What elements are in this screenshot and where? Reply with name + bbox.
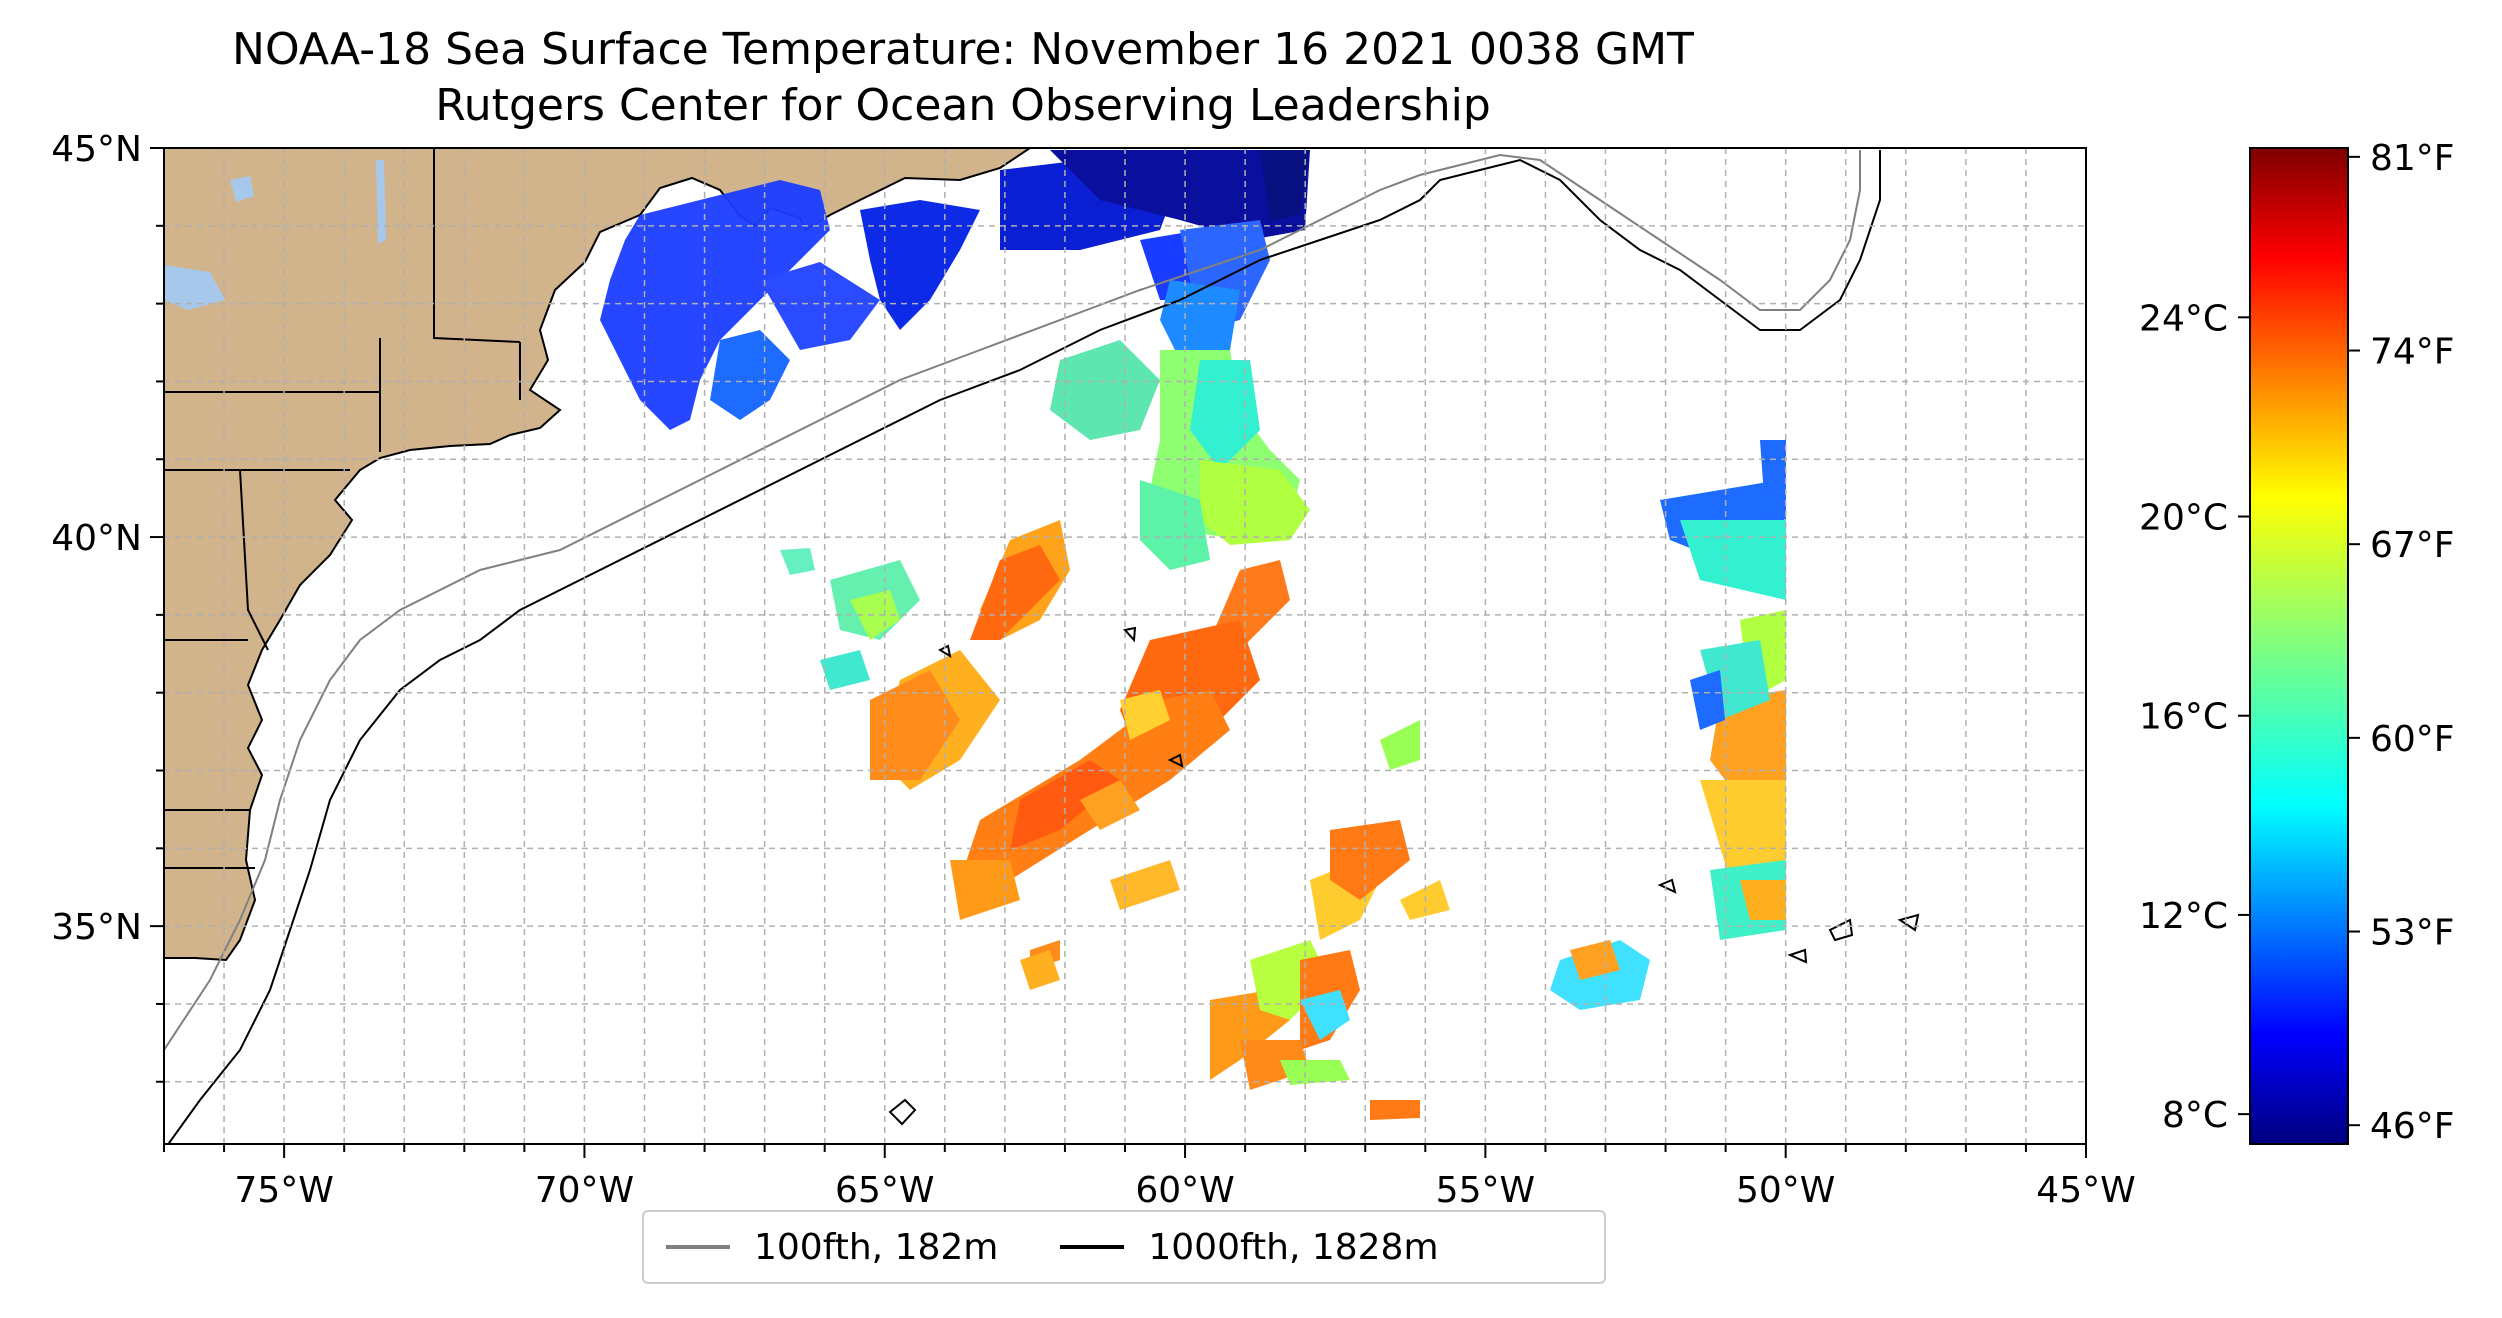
lat-tick-label: 45°N: [51, 129, 142, 170]
colorbar: [2249, 147, 2349, 1145]
fahrenheit-tick-label: 67°F: [2370, 525, 2455, 566]
lon-tick-label: 55°W: [1436, 1170, 1535, 1211]
lake-north: [164, 265, 225, 310]
legend-swatch-1000fth: [1060, 1245, 1125, 1249]
isobath-100fth: [164, 150, 1861, 1051]
lake-moosehead: [230, 176, 254, 202]
map-subtitle: Rutgers Center for Ocean Observing Leade…: [435, 80, 1491, 131]
celsius-tick-label: 12°C: [2139, 896, 2228, 937]
celsius-tick-label: 20°C: [2139, 498, 2228, 539]
lon-tick-label: 65°W: [835, 1170, 934, 1211]
lat-tick-label: 40°N: [51, 518, 142, 559]
legend-label-1000fth: 1000fth, 1828m: [1148, 1226, 1439, 1268]
fahrenheit-tick-label: 46°F: [2370, 1106, 2455, 1147]
lon-tick-label: 50°W: [1736, 1170, 1835, 1211]
map-title: NOAA-18 Sea Surface Temperature: Novembe…: [232, 24, 1694, 75]
lon-tick-label: 60°W: [1135, 1170, 1234, 1211]
fahrenheit-tick-label: 81°F: [2370, 138, 2455, 179]
legend-item-1000fth: 1000fth, 1828m: [1060, 1226, 1439, 1268]
fahrenheit-tick-label: 60°F: [2370, 719, 2455, 760]
gridlines: [164, 148, 2086, 1144]
legend-item-100fth: 100fth, 182m: [666, 1227, 998, 1268]
lon-tick-label: 45°W: [2036, 1170, 2135, 1211]
fahrenheit-tick-label: 53°F: [2370, 913, 2455, 954]
celsius-tick-label: 24°C: [2139, 298, 2228, 339]
seamount-contours: [888, 626, 1920, 1126]
fahrenheit-tick-label: 74°F: [2370, 332, 2455, 373]
lat-tick-label: 35°N: [51, 907, 142, 948]
legend-swatch-100fth: [666, 1245, 730, 1249]
axis-ticks: 75°W 70°W 65°W 60°W 55°W 50°W 45°W 45°N 40°N 35°N: [51, 129, 2135, 1211]
legend-label-100fth: 100fth, 182m: [754, 1226, 999, 1268]
lon-tick-label: 75°W: [234, 1170, 333, 1211]
lon-tick-label: 70°W: [535, 1170, 634, 1211]
colorbar-ticks: 24°C 20°C 16°C 12°C 8°C 81°F 74°F 67°F 60°F 53°F 4…: [2139, 138, 2454, 1147]
celsius-tick-label: 8°C: [2162, 1095, 2228, 1136]
lake-champlain: [376, 160, 386, 244]
celsius-tick-label: 16°C: [2139, 697, 2228, 738]
isobath-legend: 100fth, 182m 1000fth, 1828m: [642, 1210, 1606, 1284]
isobath-1000fth: [167, 150, 1881, 1144]
